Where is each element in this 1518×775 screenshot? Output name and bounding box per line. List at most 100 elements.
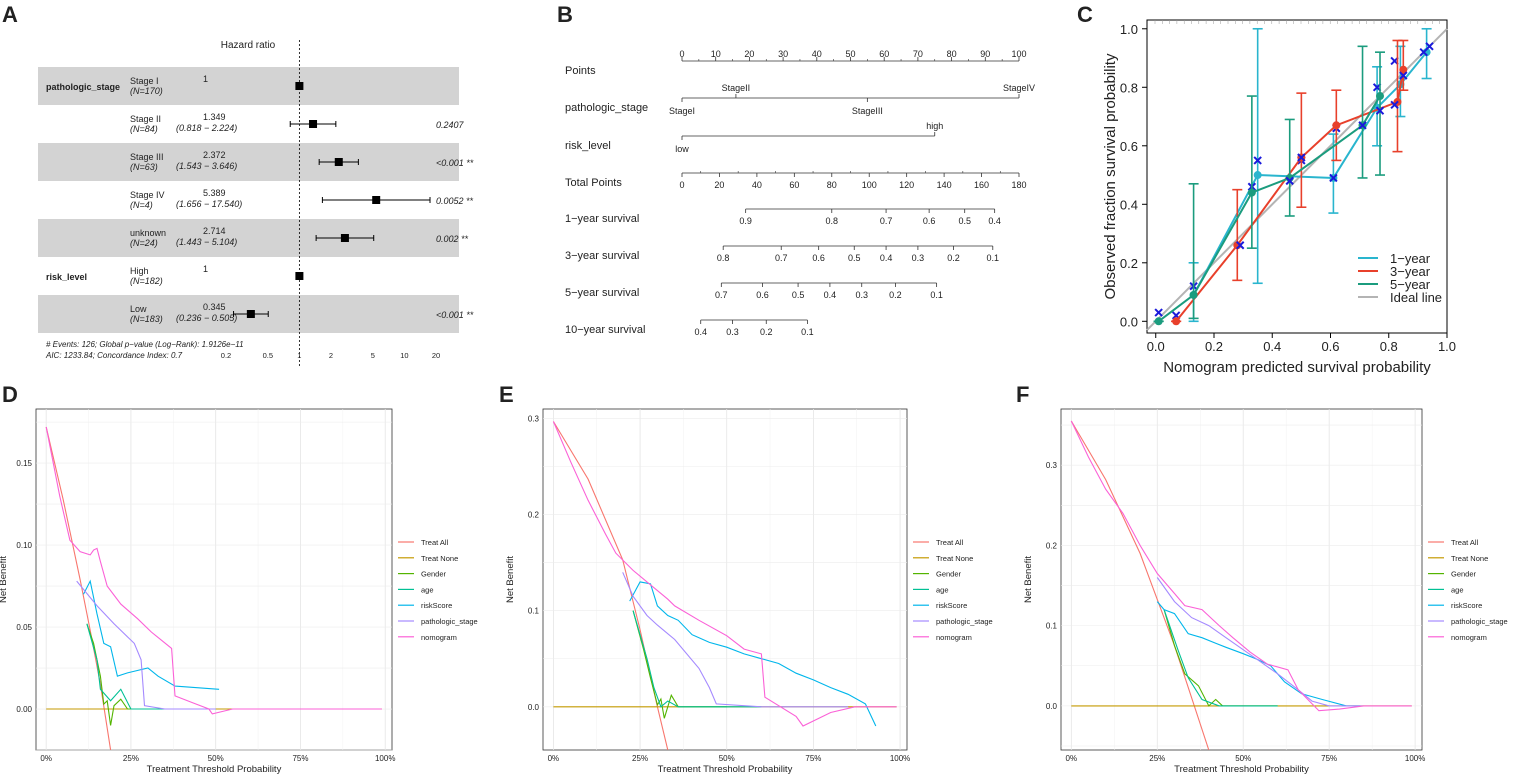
- dca-legend-label: Treat All: [936, 538, 964, 547]
- nomogram-tick-label: 60: [879, 49, 889, 59]
- nomogram-row-label-3-year-survival: 3−year survival: [565, 250, 639, 262]
- forest-p-value: 0.0052 **: [436, 196, 474, 206]
- calibration-legend-label: 1−year: [1390, 251, 1431, 266]
- nomogram-tick-label: 0.7: [715, 290, 728, 300]
- dca-legend-label: nomogram: [1451, 633, 1487, 642]
- nomogram-tick-label: 0.2: [760, 327, 773, 337]
- calibration-x-tick-label: 0.0: [1147, 339, 1165, 354]
- dca-legend-label: riskScore: [1451, 601, 1482, 610]
- dca-legend-label: pathologic_stage: [936, 617, 993, 626]
- dca-legend-label: pathologic_stage: [421, 617, 478, 626]
- panel-letter-a: A: [2, 2, 18, 27]
- nomogram-tick-label: 0: [679, 49, 684, 59]
- nomogram-tick-label: 0.3: [855, 290, 868, 300]
- dca-line-age: [1163, 609, 1278, 707]
- nomogram-tick-label: 160: [974, 180, 989, 190]
- nomogram-tick-label: 0.1: [987, 253, 1000, 263]
- forest-x-tick-label: 0.2: [221, 351, 231, 360]
- dca-y-tick-label: 0.05: [16, 623, 32, 632]
- forest-x-tick-label: 10: [400, 351, 408, 360]
- forest-level-label: Stage II: [130, 114, 161, 124]
- calibration-apparent-marker: [1419, 47, 1428, 57]
- dca-legend-label: riskScore: [421, 601, 452, 610]
- forest-n-label: (N=63): [130, 162, 158, 172]
- forest-footer-aic: AIC: 1233.84; Concordance Index: 0.7: [45, 351, 183, 360]
- dca-x-tick-label: 100%: [890, 754, 910, 763]
- forest-hr-marker: [340, 234, 349, 242]
- nomogram-tick-label: 0.8: [826, 216, 839, 226]
- dca-legend-label: age: [421, 585, 434, 594]
- nomogram-row-label-5-year-survival: 5−year survival: [565, 287, 639, 299]
- dca-y-tick-label: 0.3: [1046, 461, 1058, 470]
- nomogram-tick-label: 0.6: [756, 290, 769, 300]
- forest-level-label: unknown: [130, 228, 166, 238]
- nomogram-tick-label: 180: [1011, 180, 1026, 190]
- calibration-point: [1154, 317, 1163, 326]
- nomogram-tick-label: 0.4: [880, 253, 893, 263]
- nomogram-tick-label: 0.5: [792, 290, 805, 300]
- dca-legend-label: Treat All: [421, 538, 449, 547]
- dca-line-age: [86, 623, 216, 710]
- calibration-apparent-marker: [1329, 173, 1338, 183]
- forest-p-value: <0.001 **: [436, 158, 474, 168]
- calibration-y-axis-title: Observed fraction survival probability: [1102, 53, 1119, 299]
- dca-line-nomogram: [45, 426, 382, 715]
- dca-y-tick-label: 0.0: [1046, 702, 1058, 711]
- dca-legend-label: nomogram: [421, 633, 457, 642]
- forest-level-label: Low: [130, 304, 147, 314]
- nomogram-tick-label: 0.6: [812, 253, 825, 263]
- calibration-series-3-year: [1171, 39, 1409, 326]
- dca-x-tick-label: 25%: [1149, 754, 1165, 763]
- nomogram-row-label-total-points: Total Points: [565, 177, 622, 189]
- forest-x-tick-label: 2: [329, 351, 333, 360]
- dca-lines: [1070, 420, 1412, 750]
- dca-x-axis-title: Treatment Threshold Probability: [658, 764, 793, 775]
- nomogram-tick-label: 0.5: [848, 253, 861, 263]
- forest-n-label: (N=84): [130, 124, 158, 134]
- dca-legend-label: age: [1451, 585, 1464, 594]
- nomogram-tick-label: 0: [679, 180, 684, 190]
- calibration-line: [1192, 51, 1428, 296]
- forest-hr-value: 2.714: [203, 226, 226, 236]
- nomogram-tick-label: 0.6: [923, 216, 936, 226]
- calibration-apparent-marker: [1235, 241, 1245, 250]
- forest-x-tick-label: 5: [371, 351, 375, 360]
- dca-legend-label: Treat All: [1451, 538, 1479, 547]
- nomogram-row-label-points: Points: [565, 65, 596, 77]
- dca-plot-f: 0% 25% 50% 75% 100% 0.0 0.1 0.2 0.3 Treatment Thr…: [1023, 408, 1508, 775]
- dca-legend-label: Gender: [1451, 570, 1477, 579]
- forest-hr-marker: [372, 196, 381, 204]
- calibration-y-tick-label: 0.8: [1120, 80, 1138, 95]
- calibration-legend-label: 3−year: [1390, 264, 1431, 279]
- calibration-x-tick-label: 0.8: [1380, 339, 1398, 354]
- forest-footer-events: # Events: 126; Global p−value (Log−Rank)…: [46, 340, 244, 349]
- nomogram-tick-label: 0.9: [739, 216, 752, 226]
- forest-ci-text: (1.656 − 17.540): [176, 199, 242, 209]
- forest-x-tick-label: 0.5: [263, 351, 273, 360]
- dca-line-treat-all: [552, 421, 669, 750]
- forest-hr-value: 0.345: [203, 302, 226, 312]
- dca-x-tick-label: 25%: [632, 754, 648, 763]
- dca-x-axis-title: Treatment Threshold Probability: [1174, 764, 1309, 775]
- calibration-apparent-marker: [1285, 176, 1294, 186]
- dca-x-tick-label: 75%: [1321, 754, 1337, 763]
- forest-hr-value: 1: [203, 264, 208, 274]
- dca-line-gender: [632, 610, 727, 719]
- calibration-point: [1376, 92, 1385, 101]
- dca-x-tick-label: 100%: [375, 754, 395, 763]
- dca-plot-e: 0% 25% 50% 75% 100% 0.0 0.1 0.2 0.3 Treatment Thr…: [505, 408, 993, 775]
- nomogram-tick-label: 50: [845, 49, 855, 59]
- nomogram-tick-label: 0.1: [801, 327, 814, 337]
- nomogram-tick-label: 0.3: [726, 327, 739, 337]
- dca-x-axis-title: Treatment Threshold Probability: [147, 764, 282, 775]
- calibration-frame: [1146, 19, 1448, 334]
- nomogram-tick-label: 20: [714, 180, 724, 190]
- dca-y-tick-label: 0.3: [528, 415, 540, 424]
- calibration-apparent-marker: [1253, 156, 1262, 165]
- forest-hr-value: 5.389: [203, 188, 226, 198]
- dca-y-axis-title: Net Benefit: [1023, 556, 1034, 603]
- forest-hr-value: 1: [203, 74, 208, 84]
- calibration-x-tick-label: 0.2: [1205, 339, 1223, 354]
- dca-panel-frame: [1060, 408, 1423, 751]
- dca-y-tick-label: 0.2: [528, 511, 540, 520]
